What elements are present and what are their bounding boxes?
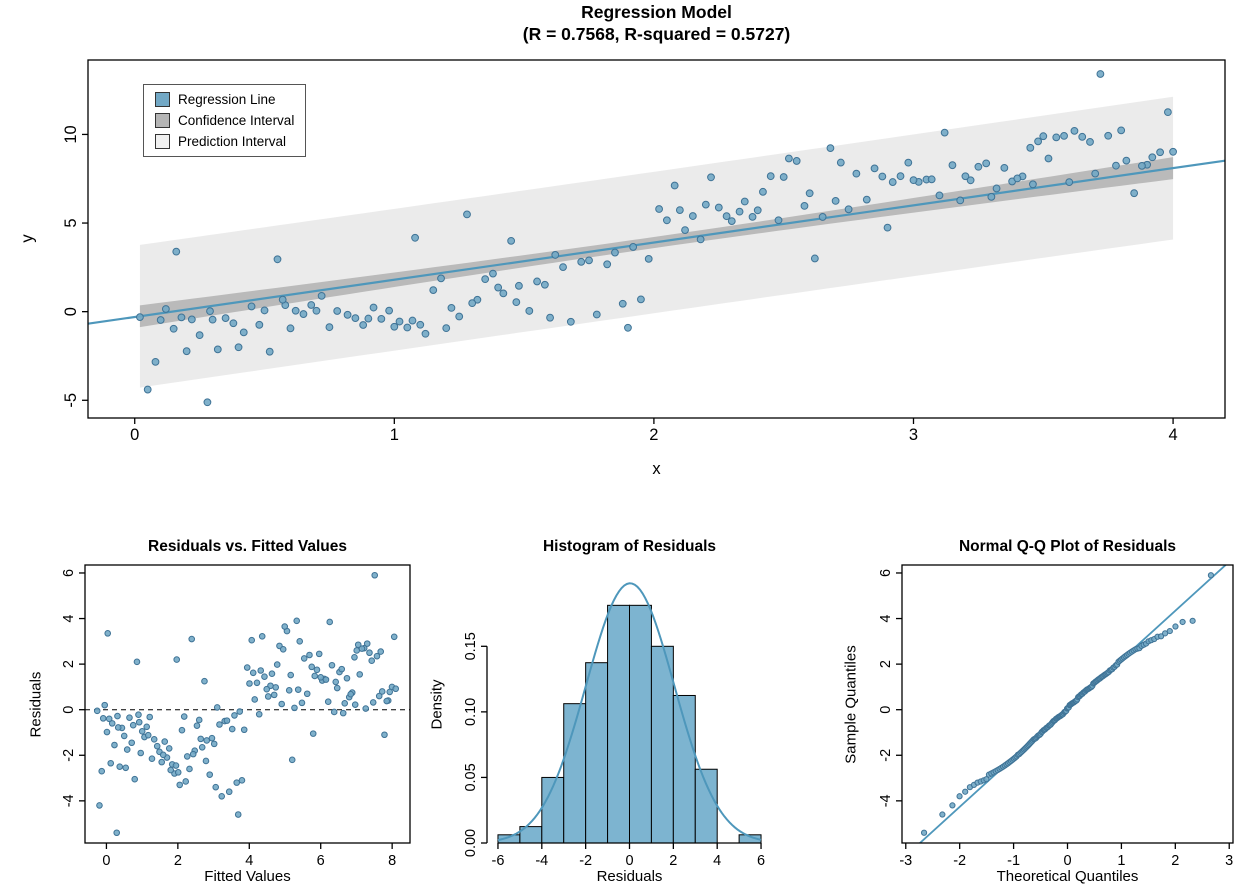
- residuals-fitted-xaxis-label: Fitted Values: [204, 868, 291, 885]
- main-subtitle: (R = 0.7568, R-squared = 0.5727): [522, 24, 791, 44]
- svg-text:2: 2: [174, 853, 182, 869]
- histogram-xaxis-label: Residuals: [596, 868, 663, 885]
- confidence-interval-swatch-icon: [155, 113, 170, 128]
- svg-text:-2: -2: [953, 853, 966, 869]
- svg-text:-6: -6: [492, 853, 505, 869]
- svg-text:4: 4: [713, 853, 721, 869]
- svg-text:0: 0: [878, 706, 894, 714]
- histogram-panel: -6 -4 -2 0 2 4 6 0.00 0.05 0.10 0.15: [463, 582, 765, 869]
- qq-panel: -3 -2 -1 0 1 2 3 -4 -2 0 2 4 6: [878, 564, 1234, 869]
- svg-text:3: 3: [909, 426, 918, 444]
- svg-text:-1: -1: [1007, 853, 1020, 869]
- legend: Regression Line Confidence Interval Pred…: [143, 84, 307, 157]
- svg-text:-2: -2: [878, 749, 894, 762]
- svg-text:0: 0: [130, 426, 139, 444]
- svg-text:-2: -2: [61, 749, 77, 762]
- svg-text:1: 1: [1117, 853, 1125, 869]
- svg-text:-4: -4: [61, 794, 77, 807]
- legend-item-regression-line: Regression Line: [155, 92, 294, 107]
- legend-label: Regression Line: [178, 91, 276, 107]
- top-xaxis-label: x: [652, 460, 661, 478]
- regression-panel: 0 1 2 3 4 -5 0 5 10: [62, 59, 1226, 444]
- svg-text:6: 6: [757, 853, 765, 869]
- top-yaxis-label: y: [18, 234, 37, 243]
- regression-line-swatch-icon: [155, 92, 170, 107]
- svg-text:-2: -2: [579, 853, 592, 869]
- svg-text:6: 6: [878, 569, 894, 577]
- svg-text:-3: -3: [899, 853, 912, 869]
- qq-title: Normal Q-Q Plot of Residuals: [958, 538, 1177, 555]
- svg-text:2: 2: [61, 660, 77, 668]
- svg-text:0.15: 0.15: [463, 632, 479, 660]
- svg-text:6: 6: [317, 853, 325, 869]
- svg-text:2: 2: [649, 426, 658, 444]
- svg-text:8: 8: [388, 853, 396, 869]
- qq-xaxis-label: Theoretical Quantiles: [996, 868, 1139, 885]
- svg-text:5: 5: [62, 218, 80, 227]
- residuals-fitted-yaxis-label: Residuals: [27, 671, 45, 738]
- qq-yaxis-label: Sample Quantiles: [842, 645, 860, 764]
- svg-text:2: 2: [669, 853, 677, 869]
- histogram-title: Histogram of Residuals: [542, 538, 717, 555]
- svg-text:4: 4: [61, 615, 77, 623]
- svg-text:1: 1: [390, 426, 399, 444]
- svg-text:0: 0: [1063, 853, 1071, 869]
- svg-text:0: 0: [102, 853, 110, 869]
- svg-text:3: 3: [1225, 853, 1233, 869]
- main-title: Regression Model: [581, 2, 732, 22]
- svg-text:-4: -4: [535, 853, 548, 869]
- svg-text:6: 6: [61, 569, 77, 577]
- svg-text:2: 2: [1171, 853, 1179, 869]
- histogram-yaxis-label: Density: [428, 679, 446, 730]
- legend-label: Prediction Interval: [178, 133, 287, 149]
- legend-label: Confidence Interval: [178, 112, 295, 128]
- svg-text:0.10: 0.10: [463, 698, 479, 726]
- svg-text:0.00: 0.00: [463, 829, 479, 857]
- svg-text:0: 0: [62, 307, 80, 316]
- svg-text:4: 4: [878, 615, 894, 623]
- legend-item-confidence-interval: Confidence Interval: [155, 113, 294, 128]
- svg-text:0: 0: [61, 706, 77, 714]
- svg-text:-5: -5: [62, 393, 80, 408]
- svg-text:-4: -4: [878, 794, 894, 807]
- svg-text:4: 4: [245, 853, 253, 869]
- svg-text:4: 4: [1168, 426, 1177, 444]
- prediction-interval-swatch-icon: [155, 134, 170, 149]
- svg-text:0.05: 0.05: [463, 763, 479, 791]
- residuals-fitted-panel: 0 2 4 6 8 -4 -2 0 2 4 6: [61, 564, 411, 869]
- svg-text:0: 0: [625, 853, 633, 869]
- svg-text:2: 2: [878, 660, 894, 668]
- svg-text:10: 10: [62, 125, 80, 143]
- legend-item-prediction-interval: Prediction Interval: [155, 134, 294, 149]
- residuals-fitted-title: Residuals vs. Fitted Values: [148, 538, 347, 555]
